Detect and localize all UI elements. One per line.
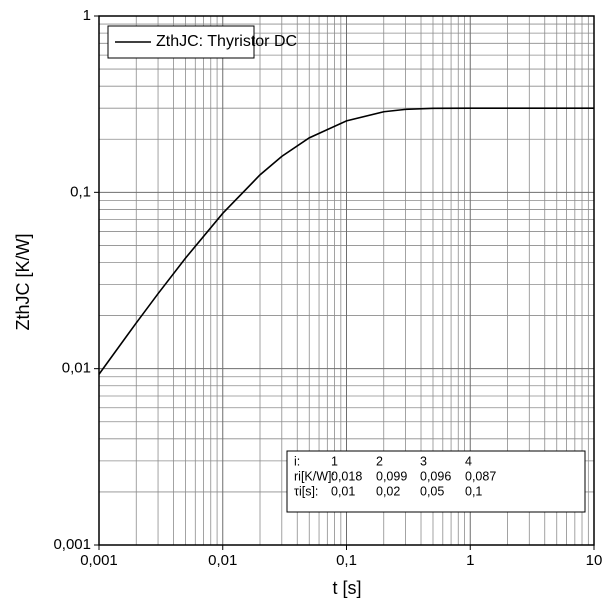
table-cell: ri[K/W]: (294, 469, 335, 483)
table-cell: 1 (331, 454, 338, 468)
plot-frame (98, 15, 595, 546)
y-tick-label: 0,01 (62, 360, 91, 377)
x-tick-label: 0,001 (80, 552, 118, 569)
x-axis-title: t [s] (332, 578, 361, 598)
x-tick-label: 0,1 (336, 552, 357, 569)
table-cell: 0,02 (376, 484, 400, 498)
table-cell: i: (294, 454, 300, 468)
y-tick-label: 0,001 (53, 536, 91, 553)
table-cell: 2 (376, 454, 383, 468)
table-cell: 0,096 (420, 469, 451, 483)
table-box (286, 450, 586, 513)
table-cell: 4 (465, 454, 472, 468)
x-tick-label: 0,01 (208, 552, 237, 569)
table-cell: τi[s]: (294, 484, 318, 498)
y-tick-label: 0,1 (70, 183, 91, 200)
data-line (98, 107, 594, 375)
table-cell: 0,099 (376, 469, 407, 483)
table-cell: 0,05 (420, 484, 444, 498)
table-cell: 0,087 (465, 469, 496, 483)
x-tick-label: 10 (586, 552, 603, 569)
table-cell: 0,01 (331, 484, 355, 498)
table-cell: 0,1 (465, 484, 482, 498)
y-axis-title: ZthJC [K/W] (13, 233, 33, 330)
y-tick-label: 1 (83, 7, 91, 24)
table-cell: 0,018 (331, 469, 362, 483)
legend-label: ZthJC: Thyristor DC (156, 33, 297, 50)
x-tick-label: 1 (466, 552, 474, 569)
table-cell: 3 (420, 454, 427, 468)
